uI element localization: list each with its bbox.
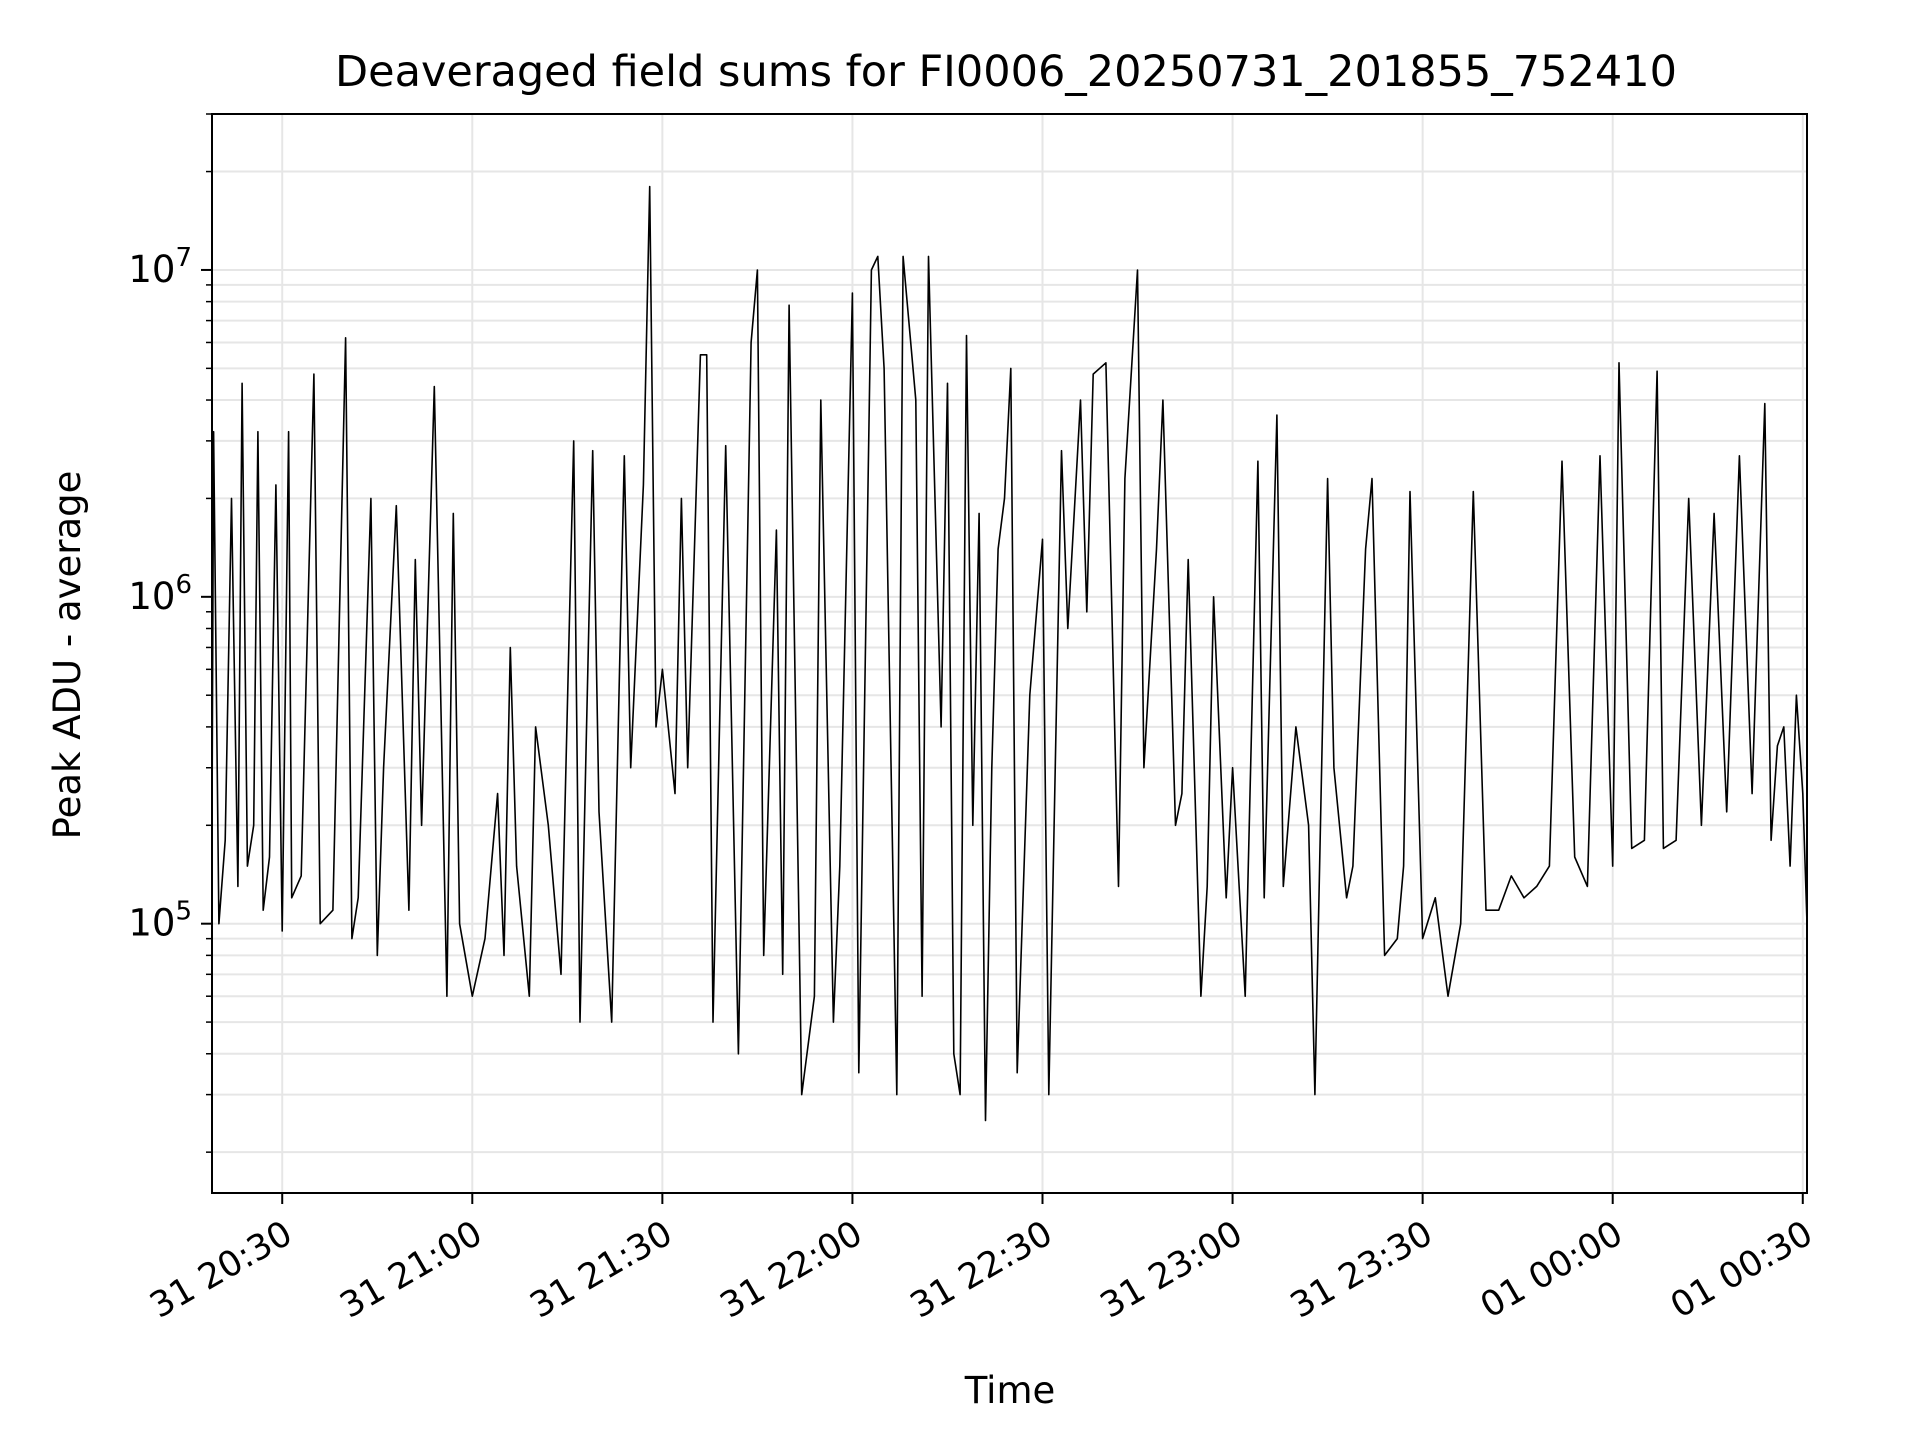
plot-frame [211, 113, 1808, 1194]
y-tick-label-layer: 105 106 107 [128, 243, 192, 945]
series-line [211, 185, 1808, 1122]
series-layer [211, 185, 1808, 1122]
chart-title: Deaveraged field sums for FI0006_2025073… [335, 47, 1677, 97]
x-axis-label: Time [964, 1369, 1056, 1412]
y-tick-label: 106 [128, 570, 192, 618]
axes-layer [201, 113, 1804, 1204]
y-axis-label: Peak ADU - average [46, 471, 89, 840]
y-tick-label: 107 [128, 243, 192, 291]
y-tick-label: 105 [128, 897, 192, 945]
